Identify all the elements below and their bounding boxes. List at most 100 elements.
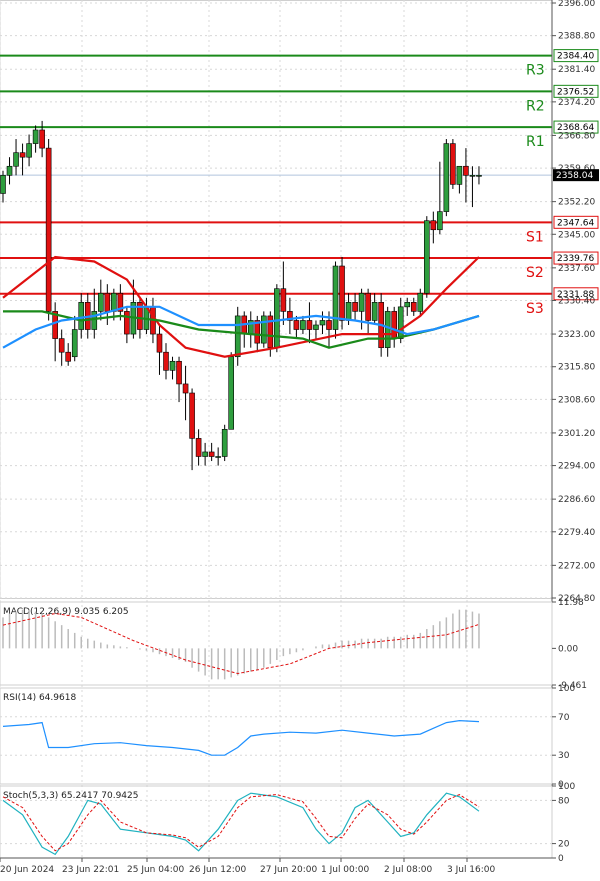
panel-tick-label: 0 [558,854,564,864]
panel-tick-label: 80 [558,796,570,806]
candle-body [293,320,300,330]
candle-body [280,288,287,312]
level-name-s2: S2 [526,265,544,281]
candle-body [13,152,19,167]
candle-body [417,292,424,312]
candle-body [260,315,267,344]
candle-body [32,129,39,144]
price-axis: 2396.00 2388.80 2381.40 2374.20 2366.80 2359.… [551,0,599,858]
candle-body [0,175,6,194]
price-tick-label: 2330.40 [558,297,595,307]
level-name-s1: S1 [526,229,544,245]
macd-panel: 11.98 0.00 -9.461 MACD(12,26,9) 9.035 6.205 [0,598,587,691]
candle-body [91,311,98,330]
candle-body [326,320,332,330]
level-name-r2: R2 [526,98,545,114]
panel-tick-label: 0 [558,780,564,790]
candle-body [313,324,319,330]
time-tick-label: 25 Jun 04:00 [127,865,184,875]
panel-tick-label: -9.461 [558,681,587,691]
price-tick-label: 2388.80 [558,32,595,42]
time-tick-label: 26 Jun 12:00 [189,865,246,875]
candle-body [267,315,274,348]
ma-line [2,305,480,349]
candle-body [332,265,339,330]
level-price-label: 2331.88 [557,290,594,300]
candle-body [221,428,228,457]
price-tick-label: 2323.00 [558,330,595,340]
rsi-panel: 100 70 30 0 RSI(14) 64.9618 [0,684,575,790]
candle-body [352,302,358,312]
level-price-label: 2339.76 [557,254,594,264]
panel-tick-label: 100 [558,684,575,694]
panel-tick-label: 100 [558,782,575,792]
panel-tick-label: 20 [558,840,570,850]
candle-body [52,311,58,339]
macd-signal-line [2,612,480,675]
candle-body [365,292,371,321]
candle-body [384,311,391,348]
level-price-label: 2347.64 [557,218,594,228]
panel-title: Stoch(5,3,3) 65.2417 70.9425 [3,791,138,801]
price-tick-label: 2366.80 [558,131,595,141]
level-price-box [553,120,599,134]
candle-body [469,175,476,177]
candle-body [202,451,208,457]
candle-body [371,302,378,321]
price-tick-label: 2301.20 [558,429,595,439]
panel-tick-label: 11.98 [558,598,584,608]
candle-body [182,383,189,394]
price-tick-label: 2294.00 [558,462,595,472]
candle-body [437,211,443,231]
panel-tick-label: 70 [558,713,570,723]
candle-body [104,292,111,312]
price-tick-label: 2352.20 [558,198,595,208]
time-tick-label: 1 Jul 00:00 [321,865,370,875]
price-tick-label: 2286.60 [558,495,595,505]
candle-body [476,175,482,177]
time-tick-label: 3 Jul 16:00 [447,865,496,875]
ma-line [3,310,480,349]
candle-body [169,360,176,371]
current-price-box [553,169,599,182]
candle-body [339,265,345,321]
panel-tick-label: 0.00 [558,644,578,654]
price-tick-label: 2337.60 [558,264,595,274]
time-tick-label: 2 Jul 08:00 [384,865,433,875]
time-tick-label: 27 Jun 20:00 [260,865,317,875]
candle-body [117,292,124,312]
candle-body [287,311,293,321]
price-tick-label: 2396.00 [558,0,595,9]
level-price-box [553,287,599,301]
grid-lines [0,0,553,858]
level-price-box [553,215,599,229]
stoch-k-line [2,792,480,856]
candle-body [19,152,26,158]
level-price-box [553,251,599,265]
candle-body [456,165,463,185]
candle-body [410,302,417,312]
candle-body [306,320,313,330]
candle-body [358,292,365,312]
level-price-label: 2368.64 [557,123,594,133]
candle-body [137,302,143,330]
candle-body [300,320,306,330]
stoch-panel: 100 80 20 0 Stoch(5,3,3) 65.2417 70.9425 [0,782,575,864]
candle-body [234,315,241,358]
level-name-r3: R3 [526,63,545,79]
candle-body [215,456,221,458]
level-price-label: 2384.40 [557,52,594,62]
candle-body [163,351,169,371]
level-price-box [553,49,599,63]
rsi-line [2,719,480,756]
current-price-label: 2358.04 [556,171,593,181]
price-tick-label: 2308.60 [558,395,595,405]
candle-body [274,288,280,348]
price-tick-label: 2315.80 [558,363,595,373]
candle-body [195,438,202,457]
candle-body [176,360,182,385]
candle-body [450,143,456,185]
time-tick-label: 20 Jun 2024 [0,865,54,875]
panel-frame [0,687,553,785]
